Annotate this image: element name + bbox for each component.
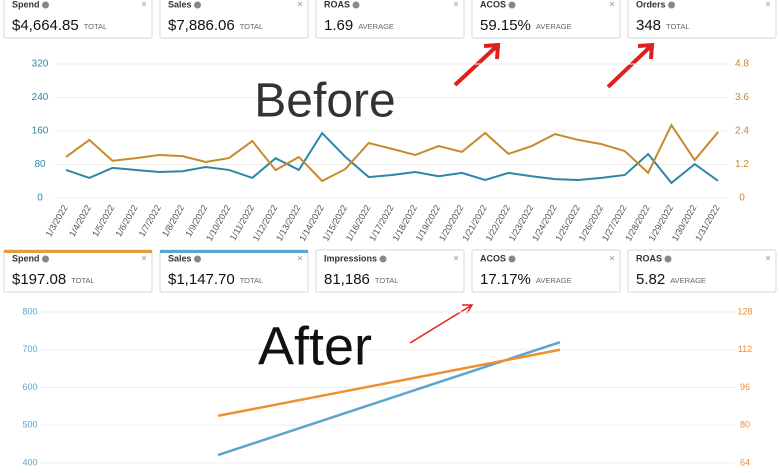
close-icon: × <box>141 0 147 11</box>
y2-tick-label: 64 <box>740 457 750 467</box>
close-icon: × <box>297 254 303 265</box>
card-unit: AVERAGE <box>670 276 706 285</box>
info-icon <box>668 1 676 9</box>
card-label: Spend <box>12 253 40 263</box>
info-icon <box>194 1 202 9</box>
close-icon: × <box>765 254 771 265</box>
y-tick-label: 500 <box>22 420 37 430</box>
annotation: Before <box>254 75 395 128</box>
y2-tick-label: 3.6 <box>735 92 749 103</box>
card-unit: AVERAGE <box>536 22 572 31</box>
metric-card <box>627 0 777 39</box>
card-unit: TOTAL <box>71 276 94 285</box>
info-icon <box>352 1 360 9</box>
y2-tick-label: 128 <box>737 306 752 316</box>
card-accent <box>4 250 152 253</box>
arrow <box>606 42 655 89</box>
card-value: $1,147.70 <box>168 271 235 288</box>
close-icon: × <box>609 0 615 11</box>
y2-tick-label: 0 <box>739 193 745 204</box>
metric-card <box>471 0 621 39</box>
card-label: ACOS <box>480 0 506 9</box>
metric-card <box>315 0 465 39</box>
y2-tick-label: 1.2 <box>735 159 749 170</box>
y2-tick-label: 96 <box>740 382 750 392</box>
info-icon <box>42 1 50 9</box>
close-icon: × <box>453 0 459 11</box>
annotation: After <box>258 316 372 376</box>
card-label: Spend <box>12 0 40 9</box>
card-value: 5.82 <box>636 271 665 288</box>
metric-card <box>159 0 309 39</box>
close-icon: × <box>297 0 303 11</box>
card-value: $4,664.85 <box>12 17 79 34</box>
y-tick-label: 320 <box>32 59 49 70</box>
y2-tick-label: 4.8 <box>735 59 749 70</box>
y-tick-label: 160 <box>32 126 49 137</box>
close-icon: × <box>609 254 615 265</box>
card-unit: AVERAGE <box>358 22 394 31</box>
y-tick-label: 400 <box>22 457 37 467</box>
close-icon: × <box>765 0 771 11</box>
card-value: 1.69 <box>324 17 353 34</box>
card-unit: AVERAGE <box>536 276 572 285</box>
card-value: 348 <box>636 17 661 34</box>
card-label: Sales <box>168 0 192 9</box>
arrow <box>453 42 501 87</box>
card-value: $7,886.06 <box>168 17 235 34</box>
y2-tick-label: 2.4 <box>735 126 749 137</box>
metric-card <box>3 0 153 39</box>
data-line <box>65 123 719 183</box>
y2-tick-label: 80 <box>740 420 750 430</box>
card-unit: TOTAL <box>84 22 107 31</box>
info-icon <box>194 255 202 263</box>
card-value: $197.08 <box>12 271 66 288</box>
card-accent <box>160 250 308 253</box>
y-tick-label: 240 <box>32 92 49 103</box>
data-line <box>65 131 719 185</box>
y-tick-label: 700 <box>22 344 37 354</box>
info-icon <box>508 255 516 263</box>
card-label: Orders <box>636 0 666 9</box>
card-label: Impressions <box>324 253 377 263</box>
info-icon <box>42 255 50 263</box>
arrows <box>409 42 655 344</box>
card-label: ACOS <box>480 253 506 263</box>
y-tick-label: 600 <box>22 382 37 392</box>
card-unit: TOTAL <box>666 22 689 31</box>
info-icon <box>508 1 516 9</box>
card-unit: TOTAL <box>240 276 263 285</box>
card-value: 17.17% <box>480 271 531 288</box>
card-label: ROAS <box>636 253 662 263</box>
metric-card <box>315 249 465 293</box>
arrow <box>409 304 474 344</box>
data-line <box>217 348 561 418</box>
y-tick-label: 80 <box>34 159 46 170</box>
card-unit: TOTAL <box>240 22 263 31</box>
card-value: 81,186 <box>324 271 370 288</box>
card-unit: TOTAL <box>375 276 398 285</box>
close-icon: × <box>453 254 459 265</box>
info-icon <box>664 255 672 263</box>
y-tick-label: 0 <box>37 193 43 204</box>
close-icon: × <box>141 254 147 265</box>
y2-tick-label: 112 <box>738 344 752 354</box>
info-icon <box>379 255 387 263</box>
card-value: 59.15% <box>480 17 531 34</box>
y-tick-label: 800 <box>22 306 37 316</box>
card-label: Sales <box>168 253 192 263</box>
card-label: ROAS <box>324 0 350 9</box>
